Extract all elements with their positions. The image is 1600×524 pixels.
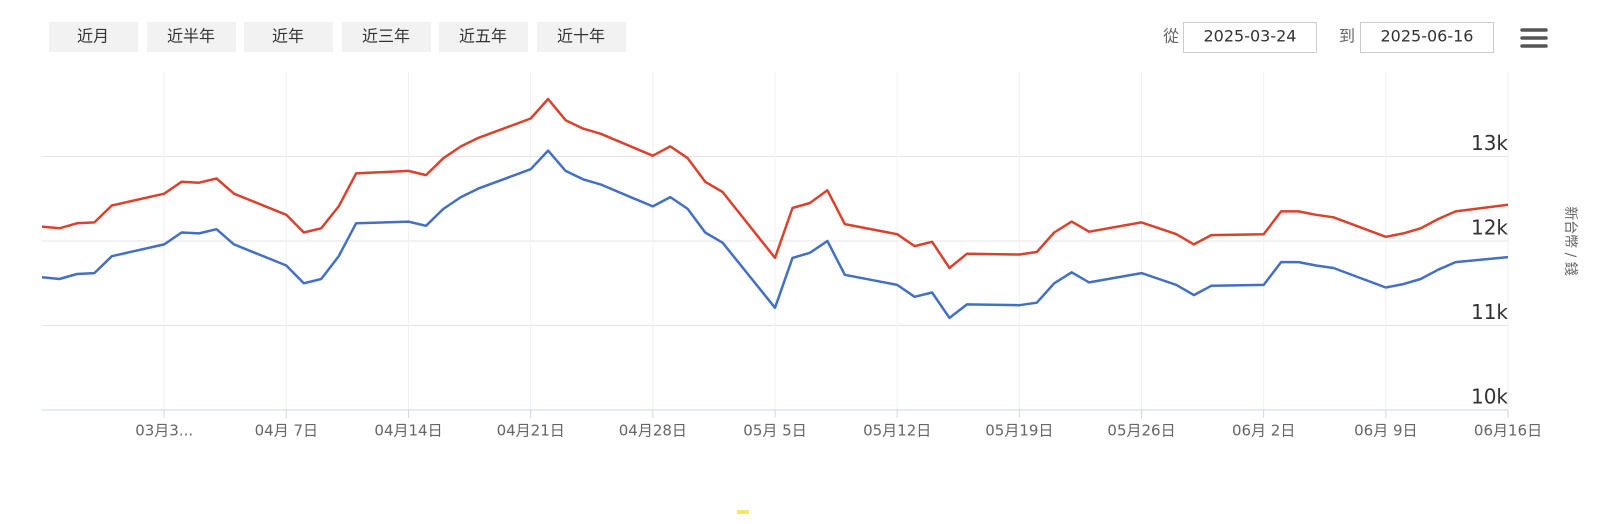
range-button[interactable] — [244, 22, 333, 52]
x-tick-label: 06月 2日 — [1232, 422, 1295, 440]
to-label: 到 — [1339, 27, 1355, 46]
x-tick-label: 04月 7日 — [255, 422, 318, 440]
from-input[interactable] — [1183, 22, 1317, 53]
y-tick-label: 10k — [1471, 385, 1508, 409]
range-button-label[interactable]: 近月 — [77, 27, 109, 46]
x-tick-label: 04月28日 — [619, 422, 687, 440]
range-button[interactable] — [537, 22, 626, 52]
range-button-label[interactable]: 近五年 — [459, 27, 507, 46]
range-button[interactable] — [439, 22, 528, 52]
to-date[interactable]: 2025-06-16 — [1381, 27, 1474, 46]
x-tick-label: 06月 9日 — [1354, 422, 1417, 440]
y-axis-title: 新台幣 / 錢 — [1562, 206, 1579, 276]
range-button[interactable] — [147, 22, 236, 52]
range-button[interactable] — [49, 22, 138, 52]
x-tick-label: 06月16日 — [1474, 422, 1542, 440]
range-button-label[interactable]: 近年 — [272, 27, 304, 46]
x-tick-label: 04月14日 — [374, 422, 442, 440]
x-tick-label: 05月 5日 — [743, 422, 806, 440]
decoration — [737, 510, 749, 514]
x-tick-label: 05月12日 — [863, 422, 931, 440]
menu-button[interactable] — [1520, 28, 1548, 48]
y-tick-label: 11k — [1471, 300, 1508, 324]
x-tick-label: 05月19日 — [985, 422, 1053, 440]
from-date[interactable]: 2025-03-24 — [1204, 27, 1297, 46]
series-line — [41, 149, 1509, 320]
y-tick-label: 13k — [1471, 131, 1508, 155]
x-tick-label: 04月21日 — [497, 422, 565, 440]
range-buttons: 近月 近半年 近年 近三年 近五年 近十年 — [49, 22, 626, 52]
range-button[interactable] — [342, 22, 431, 52]
x-tick-label: 05月26日 — [1107, 422, 1175, 440]
series-line — [41, 97, 1509, 270]
range-button-label[interactable]: 近半年 — [167, 27, 215, 46]
range-button-label[interactable]: 近十年 — [557, 27, 605, 46]
plot: 10k 11k 12k 13k 03月3... 04月 7日 04月14日 04月21日 04月… — [41, 72, 1542, 440]
to-input[interactable] — [1360, 22, 1494, 53]
range-button-label[interactable]: 近三年 — [362, 27, 410, 46]
x-tick-label: 03月3... — [135, 422, 193, 440]
from-label: 從 — [1163, 27, 1179, 46]
y-tick-label: 12k — [1471, 216, 1508, 240]
